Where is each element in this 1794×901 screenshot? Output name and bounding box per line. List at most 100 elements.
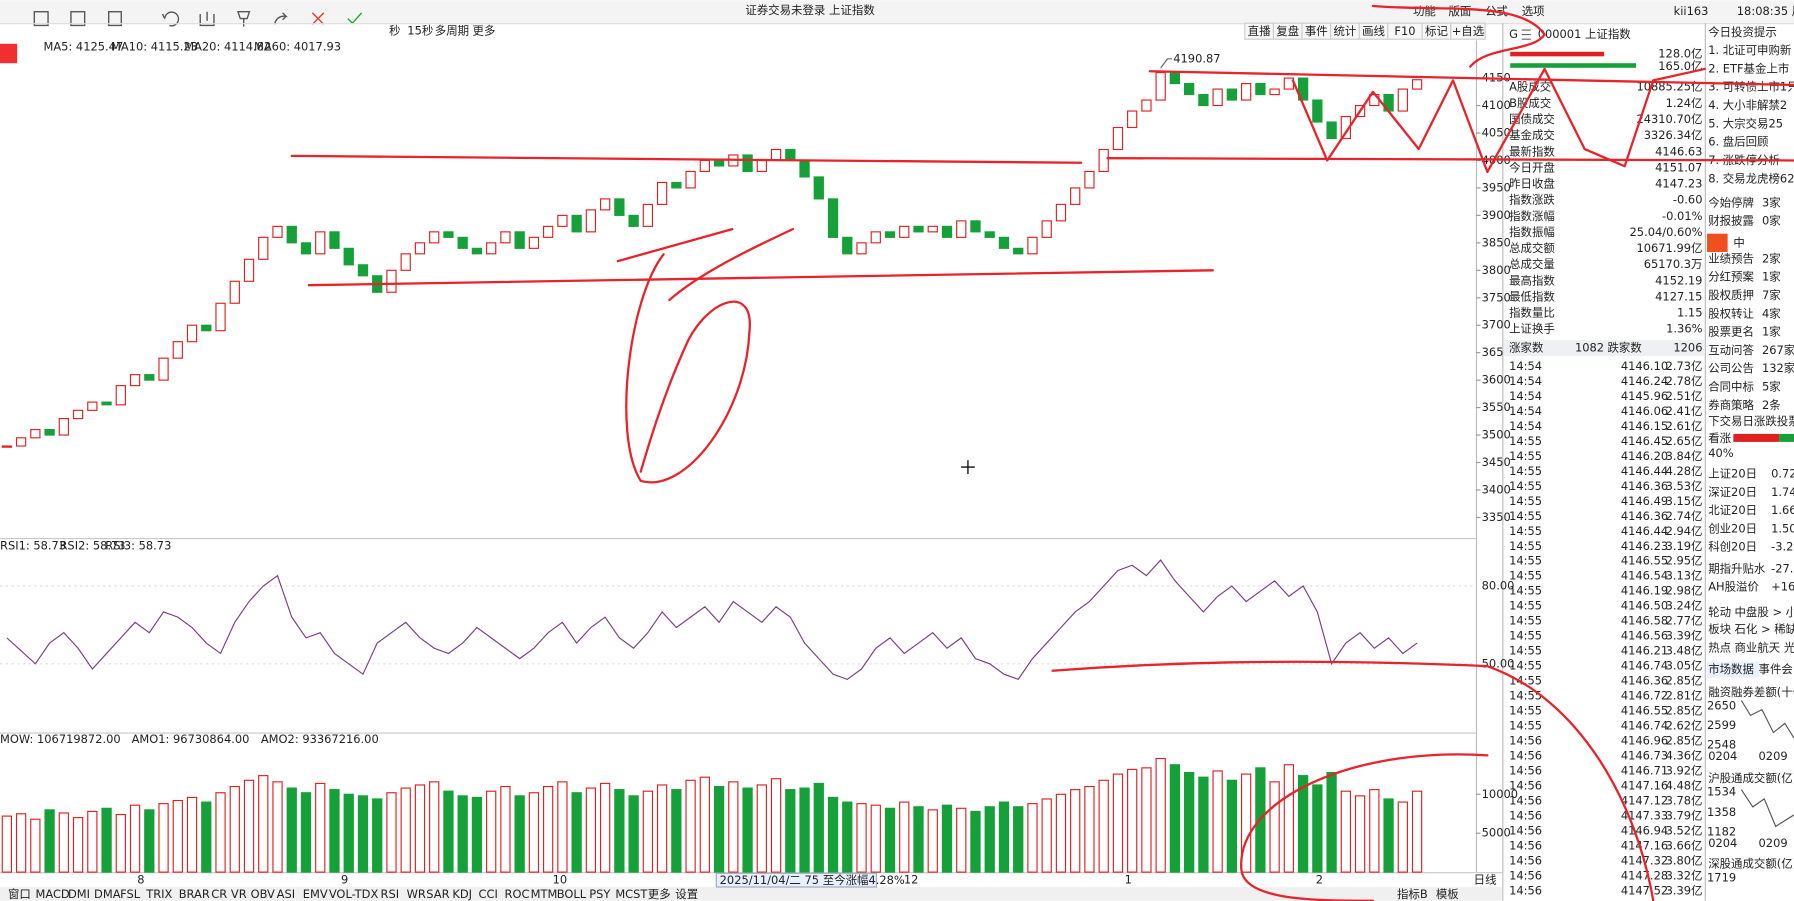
tick-price: 4146.55: [1621, 554, 1668, 568]
tick-price: 4146.72: [1621, 689, 1668, 703]
tab-label[interactable]: 标记: [1425, 24, 1448, 38]
indicator-box: [0, 43, 18, 64]
y-tick-label: 3450: [1482, 455, 1511, 469]
quote-label: 昨日收盘: [1509, 177, 1555, 191]
side-text: 2599: [1707, 718, 1736, 732]
indicator-tab[interactable]: MCST: [615, 887, 648, 901]
icon-undo[interactable]: [161, 11, 180, 27]
side-value: 3家: [1762, 195, 1781, 209]
candle: [1027, 236, 1038, 255]
tick-price: 4146.24: [1621, 374, 1668, 388]
indicator-tab[interactable]: MACD: [35, 887, 69, 901]
period-button[interactable]: 15秒: [407, 24, 433, 38]
menu-item[interactable]: 版面: [1448, 4, 1471, 18]
icon-save[interactable]: [199, 11, 215, 27]
period-button[interactable]: 多周期: [435, 24, 469, 38]
market-tab: [1707, 661, 1760, 678]
indicator-tab[interactable]: 更多: [648, 887, 671, 901]
tick-price: 4146.74: [1621, 659, 1668, 673]
volume-bar: [186, 796, 198, 873]
indicator-tab[interactable]: BRAR: [179, 887, 210, 901]
indicator-tab[interactable]: VOL-TDX: [329, 887, 379, 901]
icon[interactable]: [70, 11, 86, 27]
tab-label[interactable]: +自选: [1452, 24, 1485, 38]
side-value: 0209: [1759, 836, 1788, 850]
indicator-tab[interactable]: 窗口: [8, 887, 31, 901]
tab-label[interactable]: 复盘: [1276, 24, 1299, 38]
breadth-label: 跌家数: [1608, 341, 1643, 355]
volume-bar: [1013, 806, 1024, 873]
indicator-tab[interactable]: VR: [231, 887, 247, 901]
clock: 18:08:35 周: [1737, 4, 1794, 18]
tab-label[interactable]: F10: [1394, 24, 1415, 38]
volume-bar: [870, 804, 881, 873]
tab-button[interactable]: [1450, 22, 1486, 40]
indicator-tab[interactable]: 设置: [675, 887, 698, 901]
tab-label[interactable]: 事件: [1305, 24, 1328, 38]
side-text: 1534: [1707, 785, 1736, 799]
menu-item[interactable]: 功能: [1413, 4, 1436, 18]
tab-label[interactable]: 直播: [1248, 24, 1271, 38]
indicator-tab[interactable]: MTM: [531, 887, 558, 901]
tick-price: 4146.54: [1621, 569, 1668, 583]
side-text: 市场数据: [1708, 662, 1754, 676]
indicator-tab[interactable]: CCI: [478, 887, 497, 901]
y-tick-label: 3500: [1482, 428, 1511, 442]
candle: [1041, 220, 1052, 238]
indicator-tab[interactable]: EMV: [303, 887, 328, 901]
indicator-tab[interactable]: PSY: [589, 887, 611, 901]
volume-bar: [571, 792, 582, 873]
icon[interactable]: [33, 11, 49, 27]
tab-label[interactable]: 画线: [1362, 24, 1385, 38]
tick-time: 14:56: [1509, 824, 1542, 838]
side-text: 5. 大宗交易25: [1708, 116, 1783, 130]
indicator-tab[interactable]: ASI: [277, 887, 295, 901]
volume-legend: AMO1: 96730864.00: [132, 732, 250, 746]
breadth-label: 涨家数: [1509, 341, 1544, 355]
icon-close[interactable]: [311, 12, 325, 25]
icon-pin[interactable]: [237, 11, 251, 27]
indicator-tab[interactable]: DMI: [68, 887, 90, 901]
period-button[interactable]: 更多: [473, 24, 496, 38]
icon[interactable]: [108, 11, 122, 27]
candle: [400, 253, 411, 271]
toolbar-icons[interactable]: [33, 11, 363, 27]
tick-amount: 2.85亿: [1666, 734, 1703, 748]
candle: [614, 198, 625, 216]
indicator-tab[interactable]: OBV: [251, 887, 275, 901]
volume-bar: [1084, 785, 1095, 873]
candle: [514, 231, 525, 249]
candle: [471, 247, 483, 255]
indicator-tab[interactable]: WR: [407, 887, 426, 901]
indicator-tab[interactable]: KDJ: [452, 887, 472, 901]
side-value: 1.74: [1771, 485, 1794, 499]
side-text: 公司公告: [1708, 361, 1754, 375]
indicator-tab[interactable]: SAR: [426, 887, 449, 901]
template-tab[interactable]: 指标B: [1397, 887, 1428, 901]
toolbar: [0, 0, 1794, 24]
candle: [1397, 88, 1408, 112]
indicator-tab[interactable]: FSL: [120, 887, 141, 901]
indicator-tab[interactable]: DMA: [94, 887, 121, 901]
indicator-tab[interactable]: TRIX: [145, 887, 172, 901]
tab-label[interactable]: 统计: [1333, 24, 1356, 38]
indicator-tab[interactable]: CR: [211, 887, 227, 901]
icon-share[interactable]: [273, 12, 288, 25]
template-tab[interactable]: 模板: [1436, 887, 1459, 901]
quote-label: 指数涨幅: [1509, 209, 1555, 223]
indicator-tab[interactable]: RSI: [381, 887, 400, 901]
tick-time: 14:55: [1509, 584, 1542, 598]
status-text: 证券交易未登录 上证指数: [745, 3, 875, 17]
side-text: 股权转让: [1708, 306, 1754, 320]
period-button[interactable]: 秒: [389, 24, 400, 38]
menu-item[interactable]: 选项: [1522, 4, 1545, 18]
candle: [272, 225, 283, 238]
indicator-tab[interactable]: BOLL: [557, 887, 587, 901]
indicator-tab[interactable]: ROC: [505, 887, 530, 901]
volume-bar: [15, 813, 27, 873]
volume-bar: [500, 785, 511, 873]
volume-bar: [998, 801, 1010, 873]
volume-bar: [471, 796, 483, 873]
high-label: 4190.87: [1173, 51, 1220, 65]
